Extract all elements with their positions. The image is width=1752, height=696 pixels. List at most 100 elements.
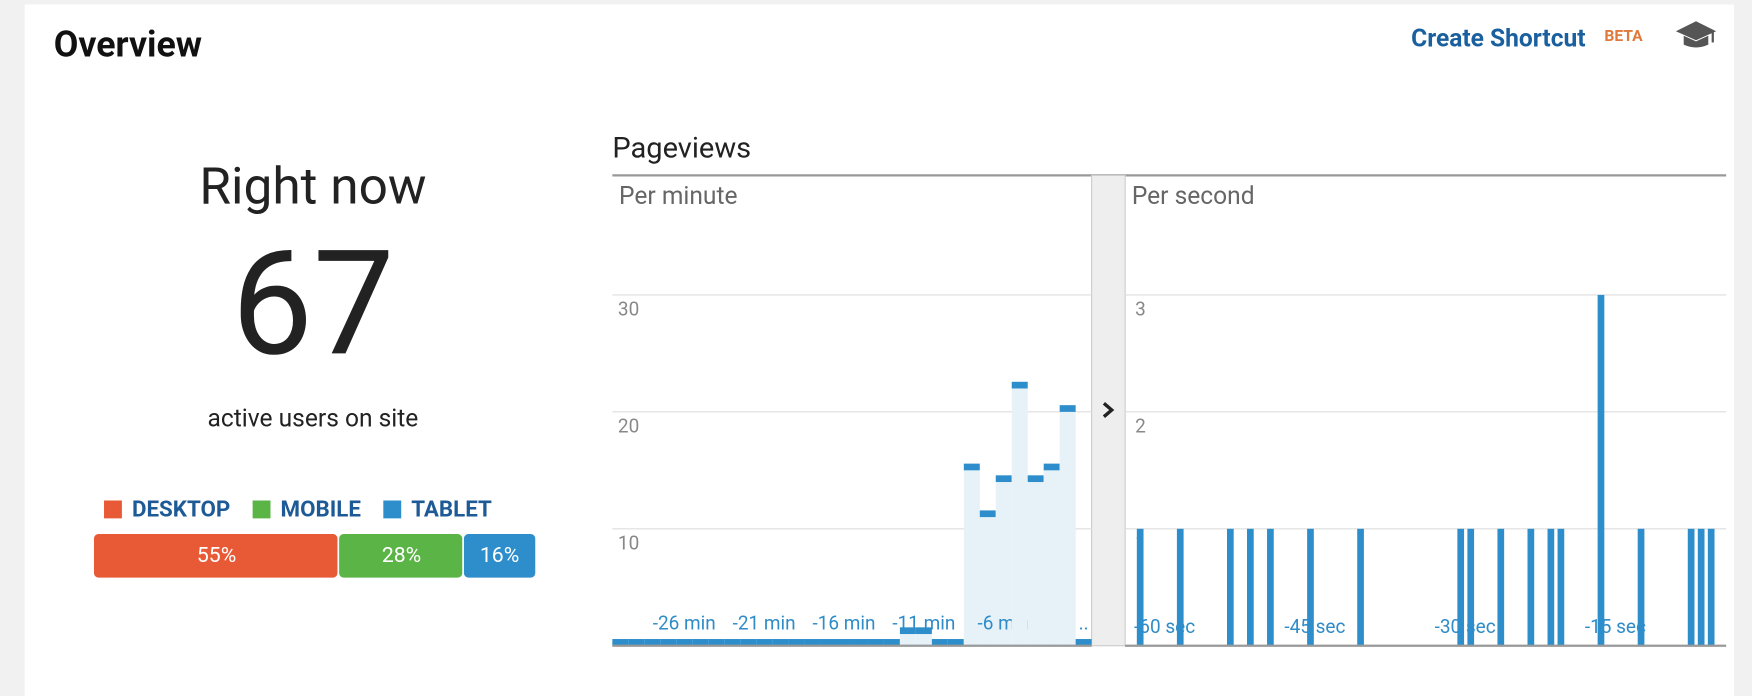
page-title: Overview xyxy=(54,23,202,65)
device-label: 16% xyxy=(480,543,519,568)
bar xyxy=(1226,528,1234,646)
bar xyxy=(851,639,868,646)
chart-subtitle: Per minute xyxy=(619,181,737,210)
bar xyxy=(1497,528,1505,646)
bar-cap xyxy=(788,639,805,646)
bar-cap xyxy=(899,627,916,635)
bar-fill xyxy=(1027,482,1044,646)
bar-cap xyxy=(804,639,821,646)
legend-swatch xyxy=(252,500,271,519)
bar xyxy=(772,639,789,646)
bar xyxy=(1307,528,1314,646)
bar xyxy=(740,639,757,646)
bar xyxy=(804,639,821,646)
bar xyxy=(708,639,725,646)
bar-cap xyxy=(724,639,741,646)
x-tick-label: -30 sec xyxy=(1435,615,1496,638)
bar-cap xyxy=(979,510,996,518)
bar-cap xyxy=(1059,405,1076,412)
bar xyxy=(883,639,900,646)
bar xyxy=(756,639,773,646)
bar-cap xyxy=(915,627,932,635)
bar xyxy=(788,639,805,646)
bar-fill xyxy=(979,517,996,646)
bar xyxy=(1136,528,1144,646)
bar-cap xyxy=(867,639,884,646)
bar xyxy=(899,627,916,646)
bar xyxy=(1637,528,1645,646)
bar-cap xyxy=(1075,639,1092,646)
device-label: 28% xyxy=(382,543,421,568)
bar xyxy=(979,510,996,646)
bar-cap xyxy=(708,639,725,646)
y-tick-label: 10 xyxy=(618,531,639,554)
bar xyxy=(915,627,932,646)
bar xyxy=(820,639,837,646)
bar xyxy=(676,639,693,646)
y-tick-label: 3 xyxy=(1135,298,1146,321)
bar xyxy=(867,639,884,646)
bar xyxy=(1247,528,1254,646)
panel-divider[interactable] xyxy=(1091,174,1126,647)
chart-subtitle: Per second xyxy=(1132,181,1255,210)
bar-cap xyxy=(931,639,948,646)
bar xyxy=(995,475,1012,646)
bar-cap xyxy=(947,639,964,646)
bar xyxy=(1457,528,1465,646)
legend-label: TABLET xyxy=(411,496,492,522)
bar-cap xyxy=(676,639,693,646)
legend-label: MOBILE xyxy=(281,496,362,522)
expand-arrow[interactable] xyxy=(1102,402,1115,418)
right-now-title: Right now xyxy=(199,155,426,216)
bar xyxy=(1527,528,1535,646)
help-icon[interactable] xyxy=(1675,21,1717,48)
pageviews-title: Pageviews xyxy=(612,131,751,165)
bar-fill xyxy=(1011,388,1028,646)
bar xyxy=(1267,528,1274,646)
y-tick-label: 30 xyxy=(618,298,639,321)
bar-fill xyxy=(1059,411,1076,646)
bar xyxy=(628,639,645,646)
bar xyxy=(1043,463,1060,646)
bar-cap xyxy=(1043,463,1060,471)
bar-cap xyxy=(756,639,773,646)
x-tick-label: -21 min xyxy=(733,612,796,635)
bar xyxy=(1547,528,1555,646)
bar-fill xyxy=(963,470,980,646)
bar-fill xyxy=(899,634,916,646)
bar-cap xyxy=(995,475,1012,483)
bar xyxy=(931,639,948,646)
bar xyxy=(1687,528,1695,646)
bar-cap xyxy=(836,639,852,646)
bar xyxy=(1697,528,1705,646)
bar xyxy=(1597,294,1605,646)
legend-swatch xyxy=(383,500,402,519)
bar-cap xyxy=(1027,475,1044,483)
bar-cap xyxy=(692,639,709,646)
legend-swatch xyxy=(104,500,122,519)
device-segment xyxy=(463,534,536,578)
bar xyxy=(1707,528,1715,646)
bar xyxy=(1467,528,1475,646)
x-tick-label: -26 min xyxy=(653,612,716,635)
y-tick-label: 20 xyxy=(618,415,639,438)
x-tick-label: .. xyxy=(1079,612,1089,635)
bar-cap xyxy=(820,639,837,646)
create-shortcut[interactable]: Create Shortcut xyxy=(1411,24,1585,53)
active-caption: active users on site xyxy=(208,404,419,433)
bar xyxy=(836,639,852,646)
bar xyxy=(947,639,964,646)
bar xyxy=(1557,528,1565,646)
x-tick-label: -11 min xyxy=(892,612,955,635)
bar-cap xyxy=(660,639,677,646)
bar xyxy=(1027,475,1044,646)
bar xyxy=(1059,405,1076,646)
device-segment xyxy=(93,534,338,578)
bar xyxy=(612,639,629,646)
bar-cap xyxy=(740,639,757,646)
x-tick-label: -16 min xyxy=(812,612,875,635)
card xyxy=(24,4,1734,696)
bar-cap xyxy=(963,463,980,471)
